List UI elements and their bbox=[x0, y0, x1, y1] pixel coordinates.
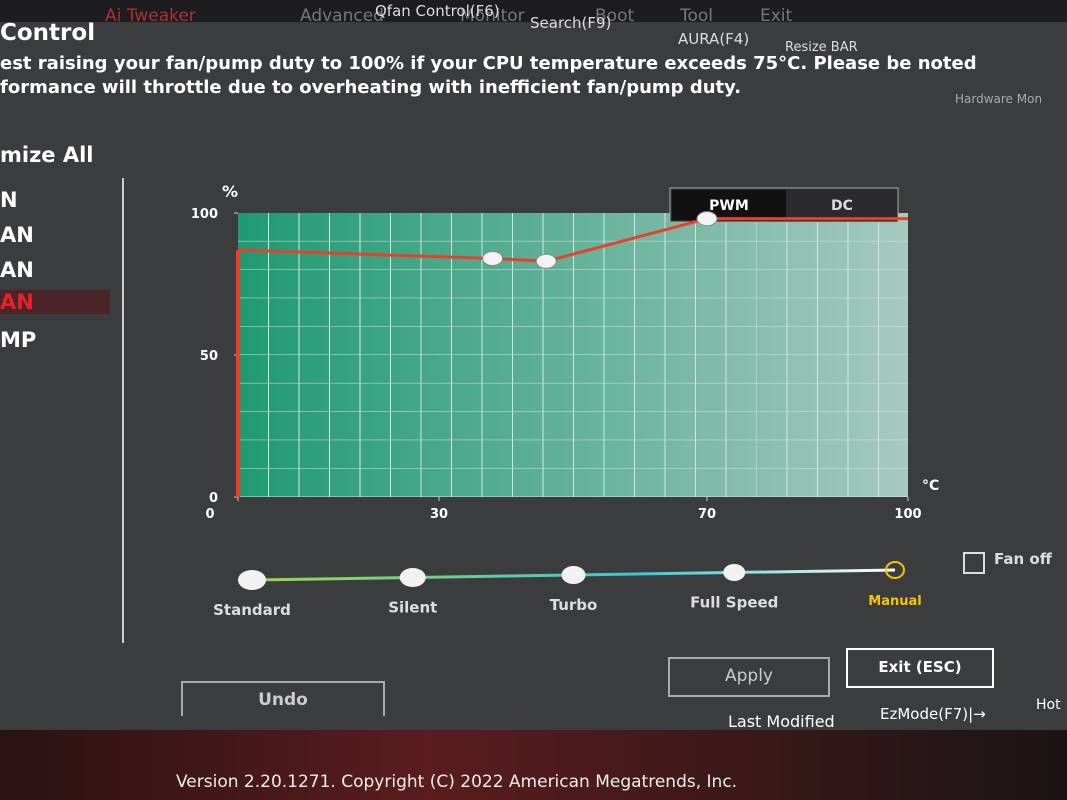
version-text: Version 2.20.1271. Copyright (C) 2022 Am… bbox=[176, 772, 738, 792]
hotkey[interactable]: AURA(F4) bbox=[678, 30, 750, 48]
y-axis-label: % bbox=[222, 182, 238, 201]
y-tick-label: 100 bbox=[191, 207, 218, 222]
y-tick-label: 50 bbox=[200, 349, 218, 364]
y-tick-label: 0 bbox=[209, 491, 218, 506]
preset-label[interactable]: Standard bbox=[213, 601, 291, 619]
preset-label[interactable]: Manual bbox=[868, 594, 921, 609]
divider bbox=[122, 178, 124, 643]
undo-button[interactable]: Undo bbox=[181, 681, 385, 719]
footer-bar bbox=[0, 730, 1067, 800]
tab[interactable]: Ai Tweaker bbox=[105, 6, 196, 26]
toggle-option[interactable]: DC bbox=[831, 198, 853, 214]
x-axis-label: °C bbox=[922, 478, 939, 494]
x-tick-label: 0 bbox=[205, 507, 214, 520]
tab[interactable]: Boot bbox=[595, 6, 635, 26]
x-tick-label: 70 bbox=[698, 507, 716, 520]
tab[interactable]: Monitor bbox=[460, 6, 525, 26]
notice-line: est raising your fan/pump duty to 100% i… bbox=[0, 53, 977, 74]
preset-label[interactable]: Silent bbox=[388, 599, 437, 617]
fan-item[interactable]: MP bbox=[0, 328, 37, 352]
last-modified[interactable]: Last Modified bbox=[728, 712, 835, 731]
fan-item[interactable]: AN bbox=[0, 223, 34, 247]
fan-item-selected[interactable]: AN bbox=[0, 290, 110, 314]
fan-curve-chart: % °C PWM DC 0 50 100 0 30 70 100 bbox=[191, 182, 939, 520]
toggle-option[interactable]: PWM bbox=[709, 198, 749, 214]
checkbox[interactable] bbox=[963, 552, 985, 574]
hotkey[interactable]: Search(F9) bbox=[530, 14, 612, 32]
curve-point[interactable] bbox=[535, 253, 557, 269]
footer-gap bbox=[0, 716, 1067, 730]
preset-knob[interactable] bbox=[399, 568, 426, 587]
exit-button[interactable]: Exit (ESC) bbox=[846, 648, 994, 688]
toggle-selected bbox=[672, 190, 786, 220]
optimize-all[interactable]: mize All bbox=[0, 143, 94, 167]
hotkey[interactable]: Qfan Control(F6) bbox=[375, 2, 500, 20]
page-title: Control bbox=[0, 20, 96, 46]
tab[interactable]: Advanced bbox=[300, 6, 384, 26]
hardware-monitor[interactable]: Hardware Mon bbox=[955, 92, 1043, 106]
x-tick-label: 100 bbox=[894, 507, 921, 520]
grid-pattern bbox=[238, 213, 908, 497]
hotkey[interactable]: Resize BAR bbox=[785, 40, 858, 55]
checkbox-label[interactable]: Fan off bbox=[994, 550, 1052, 568]
preset-slider: Standard Silent Turbo Full Speed Manual bbox=[213, 561, 922, 619]
fan-item[interactable]: AN bbox=[0, 258, 34, 282]
top-bar bbox=[0, 0, 1067, 22]
notice-line: formance will throttle due to overheatin… bbox=[0, 77, 742, 98]
preset-label[interactable]: Turbo bbox=[550, 596, 598, 614]
preset-knob[interactable] bbox=[723, 564, 746, 581]
preset-knob[interactable] bbox=[561, 566, 586, 584]
curve-point[interactable] bbox=[696, 211, 718, 227]
tab[interactable]: Exit bbox=[760, 6, 793, 26]
x-tick-label: 30 bbox=[430, 507, 448, 520]
curve-point[interactable] bbox=[482, 250, 504, 266]
preset-knob[interactable] bbox=[885, 561, 905, 579]
apply-button[interactable]: Apply bbox=[668, 657, 830, 697]
hot-keys[interactable]: Hot bbox=[1036, 697, 1061, 713]
fan-item[interactable]: N bbox=[0, 188, 18, 212]
preset-label[interactable]: Full Speed bbox=[690, 594, 778, 612]
preset-knob[interactable] bbox=[238, 570, 266, 590]
tab[interactable]: Tool bbox=[680, 6, 714, 26]
ezmode[interactable]: EzMode(F7)|→ bbox=[880, 705, 986, 723]
